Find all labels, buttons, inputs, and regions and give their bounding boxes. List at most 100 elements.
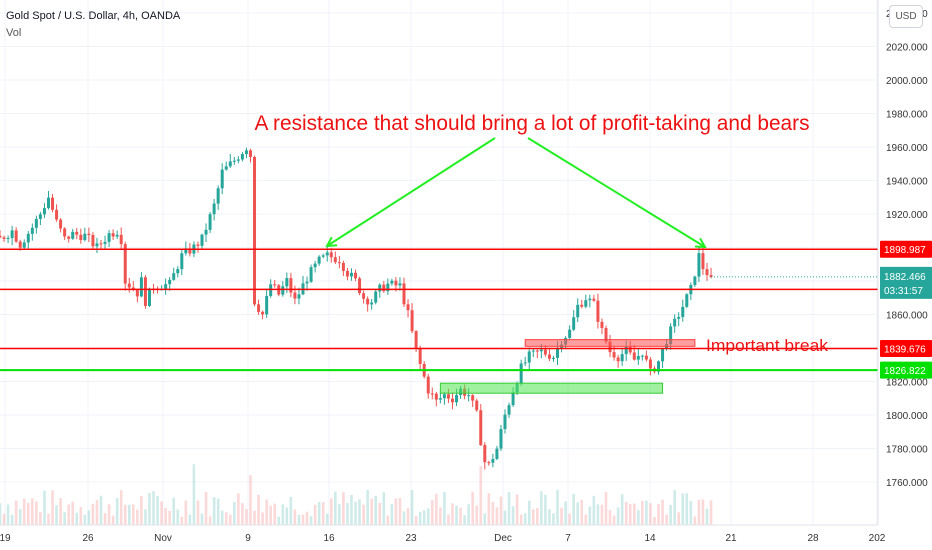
candle-body bbox=[164, 284, 168, 290]
candle-body bbox=[79, 234, 83, 241]
volume-bar bbox=[168, 510, 171, 525]
candle-body bbox=[568, 329, 572, 338]
volume-bar bbox=[305, 511, 309, 525]
time-axis[interactable]: 19 26 Nov 9 16 23 Dec 7 14 21 28 202 bbox=[0, 524, 886, 544]
volume-bar bbox=[689, 501, 693, 525]
price-axis[interactable]: 1760.0001780.0001800.0001820.0001840.000… bbox=[877, 0, 932, 550]
volume-bar bbox=[697, 499, 701, 525]
candle-body bbox=[42, 208, 46, 215]
candle-body bbox=[483, 444, 487, 463]
candle-body bbox=[63, 228, 67, 237]
support-price-badge-label: 1826.822 bbox=[884, 366, 926, 377]
volume-bar bbox=[665, 514, 668, 525]
candle-body bbox=[345, 270, 349, 277]
volume-bar bbox=[71, 501, 75, 525]
volume-bar bbox=[612, 515, 616, 525]
volume-bar bbox=[346, 503, 349, 525]
current-price-badge bbox=[880, 266, 932, 299]
volume-bar bbox=[459, 507, 462, 525]
volume-bar bbox=[317, 501, 321, 525]
candle-body bbox=[224, 166, 228, 170]
volume-bar bbox=[580, 499, 584, 525]
x-tick-label: 21 bbox=[725, 533, 737, 544]
candle-body bbox=[434, 393, 438, 400]
x-tick-label: 23 bbox=[405, 533, 417, 544]
volume-bar bbox=[632, 503, 636, 525]
volume-bar bbox=[200, 513, 204, 525]
volume-bar bbox=[140, 496, 143, 525]
y-tick-label: 1780.000 bbox=[886, 445, 928, 456]
volume-bar bbox=[241, 503, 244, 525]
candle-body bbox=[293, 292, 297, 299]
volume-bar bbox=[51, 490, 54, 525]
volume-bar bbox=[26, 503, 30, 525]
volume-bar bbox=[560, 507, 563, 525]
volume-bar bbox=[693, 516, 697, 525]
candle-body bbox=[172, 273, 176, 280]
candle-body bbox=[305, 281, 309, 284]
volume-bar bbox=[334, 491, 337, 525]
volume-bar bbox=[144, 509, 147, 525]
volume-bar bbox=[0, 503, 2, 525]
volume-bar bbox=[483, 513, 487, 525]
volume-bar bbox=[701, 499, 705, 525]
x-tick-label: 14 bbox=[644, 533, 656, 544]
candle-body bbox=[523, 362, 527, 364]
volume-bar bbox=[374, 495, 378, 525]
support-price-badge bbox=[880, 361, 932, 379]
volume-bar bbox=[378, 502, 382, 525]
y-tick-label: 1760.000 bbox=[886, 478, 928, 489]
candle-body bbox=[386, 283, 390, 292]
candle-body bbox=[394, 280, 398, 286]
candle-body bbox=[382, 284, 386, 292]
volume-bar bbox=[192, 464, 196, 525]
candle-body bbox=[644, 355, 648, 360]
candle-body bbox=[669, 326, 673, 345]
volume-bar bbox=[216, 498, 220, 525]
volume-bar bbox=[519, 514, 523, 525]
candle-body bbox=[87, 233, 91, 236]
volume-bar bbox=[584, 514, 588, 525]
volume-bar bbox=[204, 491, 208, 525]
candle-body bbox=[519, 363, 523, 384]
currency-button[interactable]: USD bbox=[889, 5, 923, 28]
y-tick-label: 1980.000 bbox=[886, 110, 928, 121]
candle-body bbox=[487, 462, 491, 464]
resistance-price-badge bbox=[880, 340, 932, 358]
candle-body bbox=[442, 394, 446, 399]
candle-body bbox=[640, 355, 644, 357]
candle-body bbox=[51, 197, 55, 210]
volume-bar bbox=[350, 494, 353, 525]
volume-bar bbox=[358, 499, 361, 525]
candle-body bbox=[543, 349, 547, 355]
candle-body bbox=[168, 279, 172, 285]
candle-body bbox=[673, 318, 677, 327]
y-tick-label: 1920.000 bbox=[886, 210, 928, 221]
annotation-arrows bbox=[325, 137, 707, 249]
volume-bar bbox=[394, 498, 398, 525]
volume-bar bbox=[196, 500, 200, 525]
candle-body bbox=[604, 327, 608, 342]
volume-indicator-label[interactable]: Vol bbox=[6, 27, 22, 39]
symbol-title[interactable]: Gold Spot / U.S. Dollar, 4h, OANDA bbox=[6, 10, 181, 22]
candle-body bbox=[119, 234, 123, 245]
volume-bar bbox=[127, 504, 131, 525]
y-tick-label: 1800.000 bbox=[886, 411, 928, 422]
candle-body bbox=[248, 150, 252, 157]
volume-bar bbox=[568, 513, 571, 525]
volume-bar bbox=[91, 503, 95, 525]
candle-body bbox=[446, 394, 450, 399]
volume-bar bbox=[75, 512, 79, 525]
volume-bar bbox=[31, 498, 34, 525]
candle-body bbox=[584, 300, 588, 307]
candle-body bbox=[220, 169, 224, 189]
candle-body bbox=[139, 277, 143, 297]
volume-bar bbox=[152, 491, 155, 525]
volume-bar bbox=[83, 514, 87, 525]
chart-header: Gold Spot / U.S. Dollar, 4h, OANDA Vol bbox=[6, 8, 180, 42]
candle-body bbox=[14, 230, 18, 242]
candle-body bbox=[59, 219, 63, 229]
volume-bar bbox=[366, 489, 369, 525]
volume-bar bbox=[523, 513, 527, 525]
